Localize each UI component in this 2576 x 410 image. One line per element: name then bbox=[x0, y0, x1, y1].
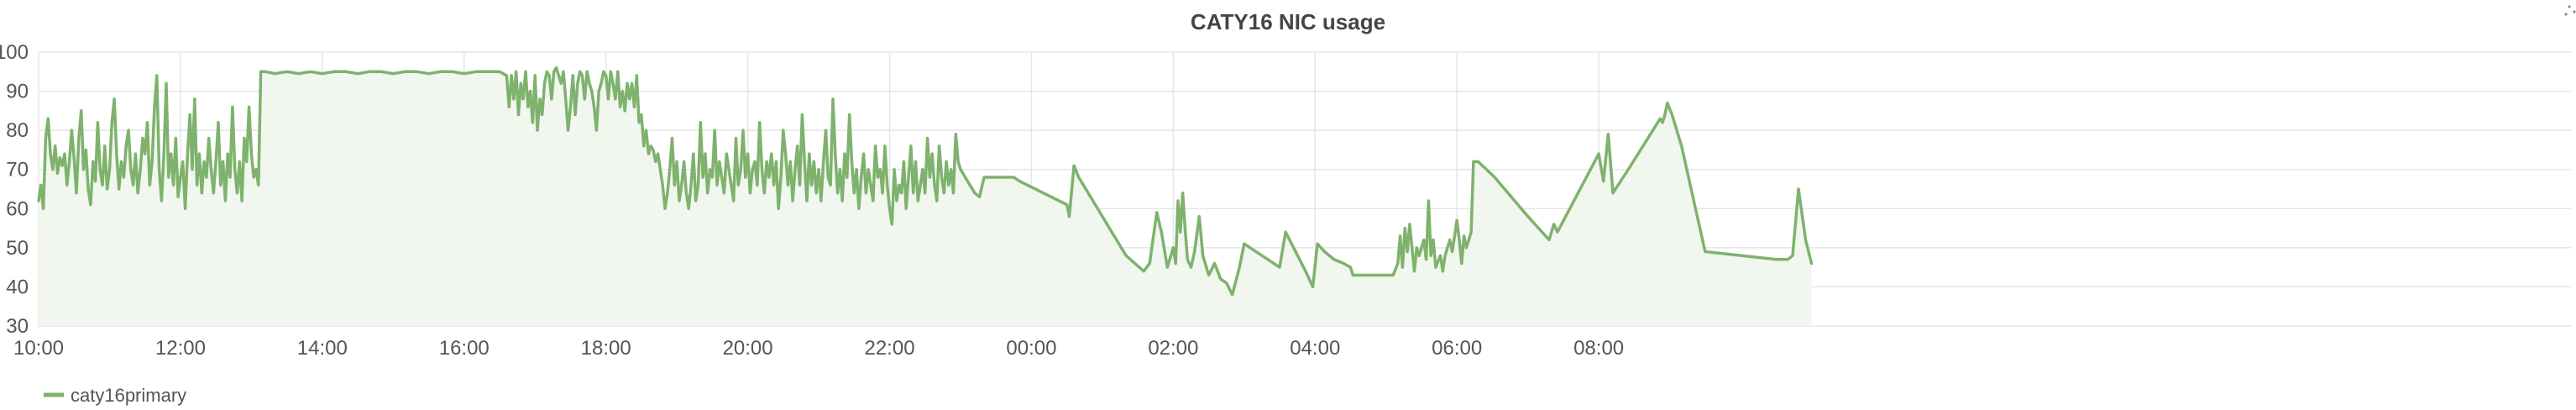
menu-dots-icon[interactable] bbox=[2564, 5, 2576, 16]
x-tick-label: 16:00 bbox=[439, 337, 490, 360]
y-tick-label: 30 bbox=[6, 315, 29, 338]
x-tick-label: 12:00 bbox=[155, 337, 206, 360]
chart-title: CATY16 NIC usage bbox=[1191, 9, 1385, 34]
x-axis: 10:00 12:00 14:00 16:00 18:00 20:00 22:00 00:00… bbox=[13, 337, 1624, 360]
x-tick-label: 22:00 bbox=[864, 337, 914, 360]
y-tick-label: 50 bbox=[6, 237, 29, 260]
series-line[interactable] bbox=[37, 66, 1814, 297]
y-axis: 30 40 50 60 70 80 90 100 bbox=[0, 41, 29, 338]
y-tick-label: 100 bbox=[0, 41, 29, 64]
x-tick-label: 20:00 bbox=[723, 337, 773, 360]
y-tick-label: 60 bbox=[6, 197, 29, 220]
legend[interactable]: caty16primary bbox=[44, 385, 186, 406]
y-tick-label: 80 bbox=[6, 119, 29, 142]
x-tick-label: 14:00 bbox=[297, 337, 348, 360]
series-area bbox=[39, 67, 1812, 326]
x-tick-label: 06:00 bbox=[1432, 337, 1482, 360]
y-tick-label: 40 bbox=[6, 276, 29, 298]
y-tick-label: 70 bbox=[6, 159, 29, 181]
x-tick-label: 02:00 bbox=[1148, 337, 1198, 360]
x-tick-label: 04:00 bbox=[1290, 337, 1340, 360]
y-tick-label: 90 bbox=[6, 81, 29, 103]
x-tick-label: 00:00 bbox=[1006, 337, 1056, 360]
x-tick-label: 18:00 bbox=[581, 337, 631, 360]
x-tick-label: 08:00 bbox=[1573, 337, 1624, 360]
x-tick-label: 10:00 bbox=[13, 337, 64, 360]
legend-label[interactable]: caty16primary bbox=[71, 385, 186, 406]
plot-area bbox=[37, 66, 1814, 326]
